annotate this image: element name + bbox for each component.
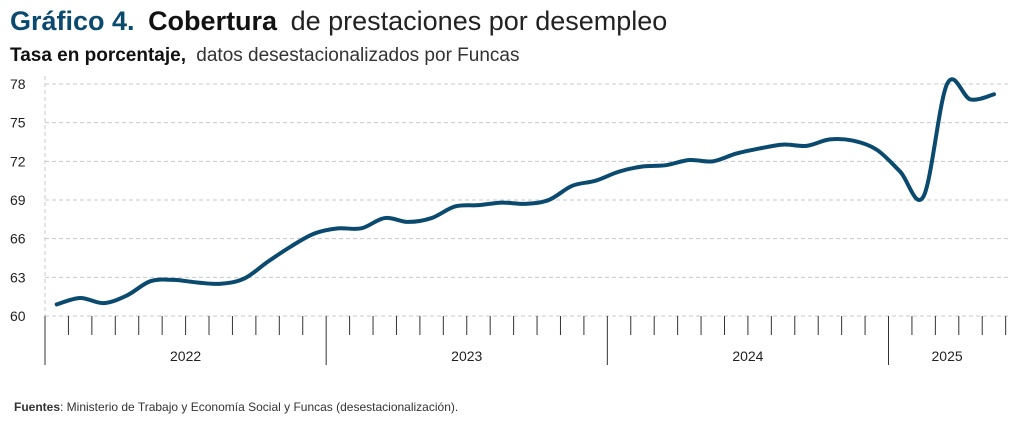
- source-text: : Ministerio de Trabajo y Economía Socia…: [60, 400, 458, 414]
- chart-subtitle: Tasa en porcentaje, datos desestacionali…: [10, 45, 519, 66]
- y-tick-label: 69: [10, 192, 26, 208]
- source-label: Fuentes: [14, 400, 60, 414]
- subtitle-bold: Tasa en porcentaje,: [10, 45, 186, 66]
- y-tick-label: 78: [10, 76, 26, 92]
- source-note: Fuentes: Ministerio de Trabajo y Economí…: [14, 400, 458, 414]
- data-line: [54, 77, 996, 307]
- subtitle-rest: datos desestacionalizados por Funcas: [196, 45, 519, 66]
- year-label: 2025: [932, 348, 963, 364]
- y-tick-label: 66: [10, 231, 26, 247]
- year-label: 2022: [170, 348, 201, 364]
- title-bold: Cobertura: [148, 6, 278, 36]
- year-label: 2024: [732, 348, 763, 364]
- title-number: Gráfico 4.: [10, 6, 135, 36]
- title-rest: de prestaciones por desempleo: [291, 6, 668, 36]
- y-tick-label: 72: [10, 153, 26, 169]
- y-tick-label: 75: [10, 115, 26, 131]
- chart-title: Gráfico 4. Cobertura de prestaciones por…: [10, 6, 667, 36]
- year-label: 2023: [451, 348, 482, 364]
- y-tick-label: 60: [10, 308, 26, 324]
- y-tick-label: 63: [10, 269, 26, 285]
